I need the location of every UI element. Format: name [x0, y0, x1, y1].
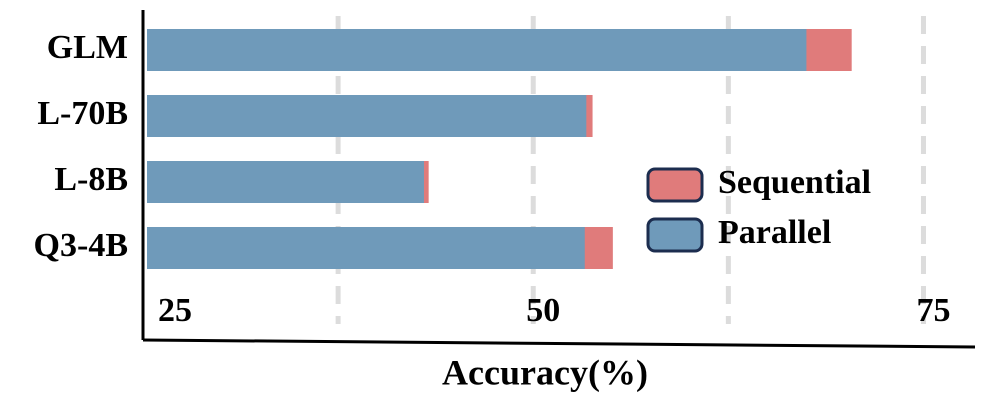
legend-swatch — [646, 167, 704, 203]
legend-label: Parallel — [718, 214, 831, 251]
y-tick-label: Q3-4B — [34, 227, 128, 264]
legend-label: Sequential — [718, 164, 871, 201]
bar — [147, 161, 424, 203]
bar — [147, 227, 585, 269]
x-axis — [142, 338, 976, 349]
x-tick-label: 50 — [526, 292, 560, 329]
x-tick-label: 75 — [916, 292, 950, 329]
x-tick-label: 25 — [158, 292, 192, 329]
y-tick-label: L-70B — [37, 95, 128, 132]
y-tick-label: L-8B — [54, 161, 128, 198]
legend-swatch — [646, 217, 704, 253]
bar — [147, 29, 807, 71]
bar — [147, 95, 587, 137]
x-axis-label: Accuracy(%) — [442, 352, 648, 392]
y-tick-label: GLM — [47, 29, 128, 66]
